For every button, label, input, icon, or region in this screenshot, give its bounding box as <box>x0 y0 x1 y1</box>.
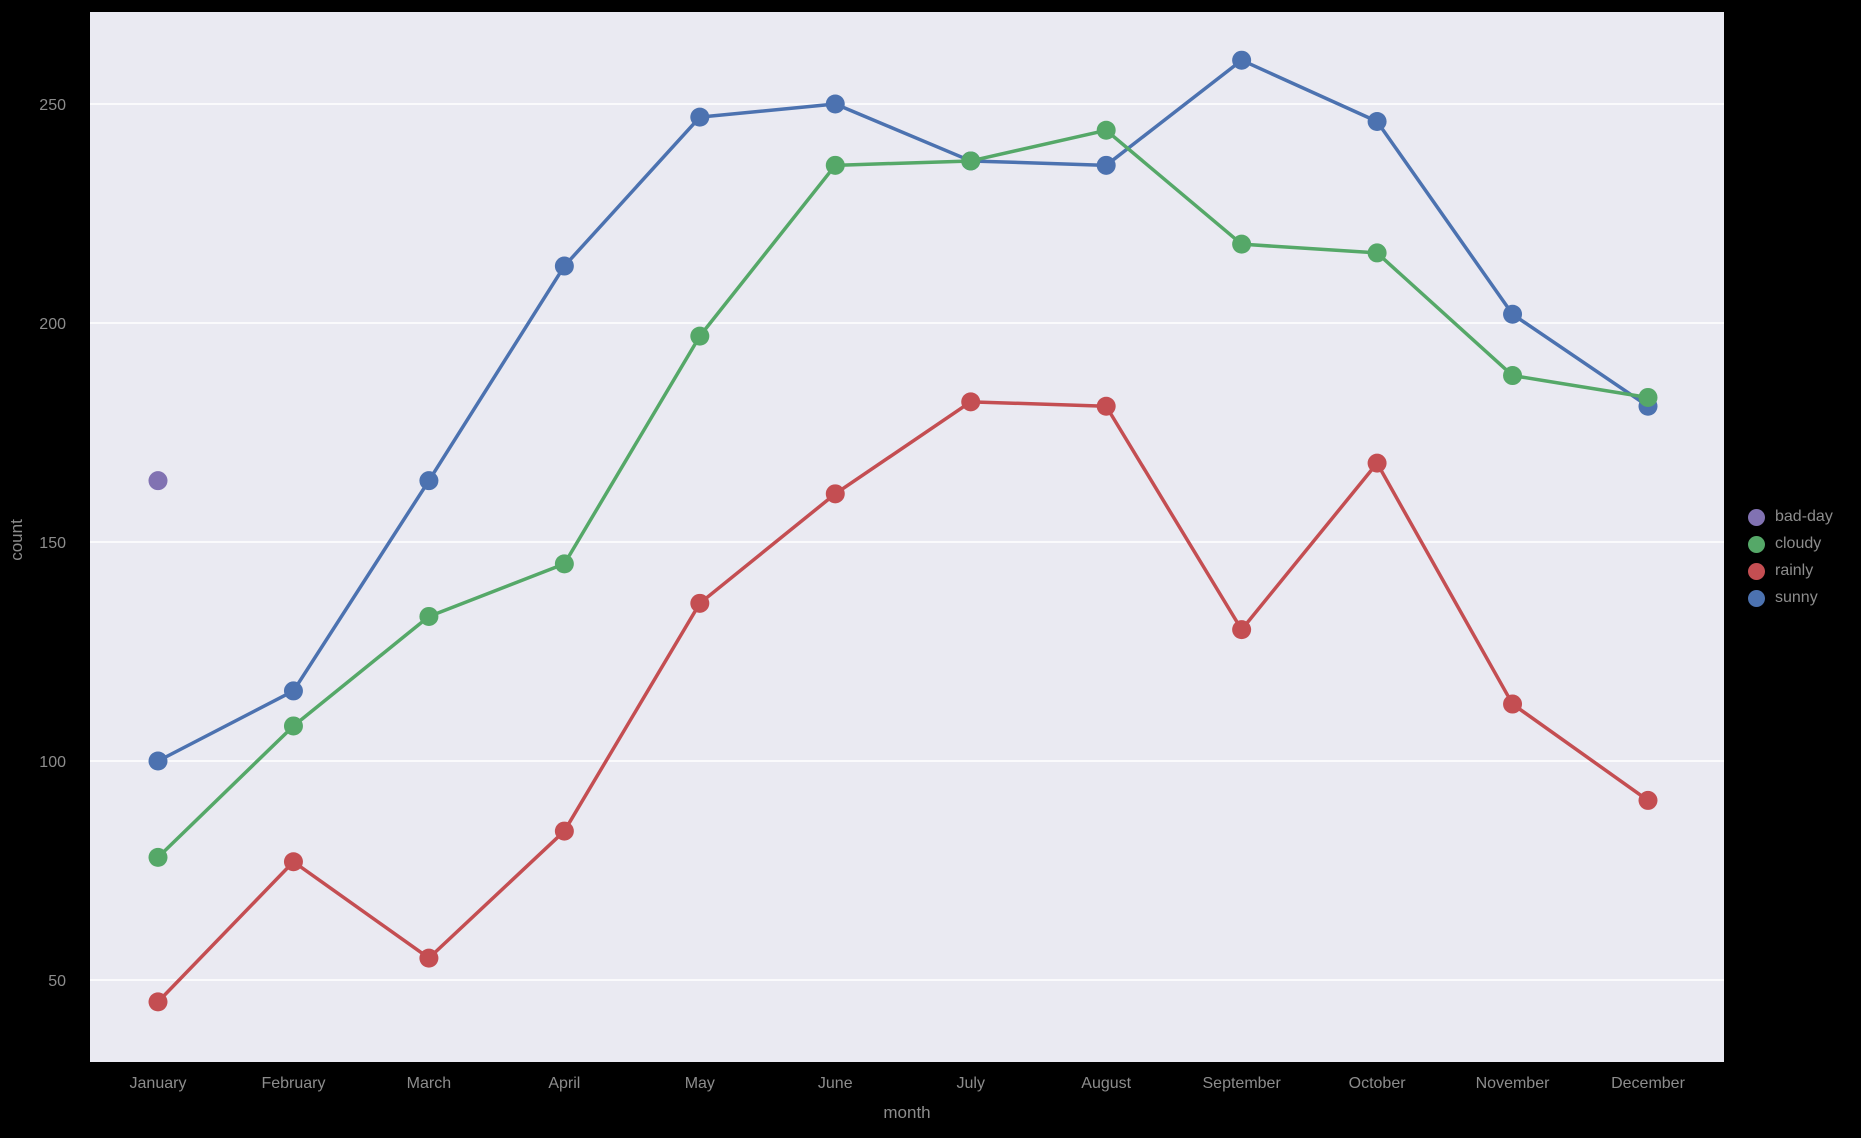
marker-rainly-march <box>419 948 439 968</box>
marker-cloudy-may <box>690 326 710 346</box>
y-axis-label: count <box>7 519 26 561</box>
y-tick-label-200: 200 <box>39 316 66 333</box>
marker-cloudy-october <box>1367 243 1387 263</box>
legend-marker-rainly-icon <box>1748 562 1765 580</box>
x-tick-label-june: June <box>818 1075 853 1092</box>
legend: bad-day cloudy rainly sunny <box>1748 508 1833 607</box>
marker-sunny-february <box>283 681 303 701</box>
marker-rainly-january <box>148 992 168 1012</box>
legend-label-cloudy: cloudy <box>1775 535 1822 552</box>
marker-sunny-june <box>825 94 845 114</box>
y-tick-label-250: 250 <box>39 97 66 114</box>
x-tick-label-september: September <box>1203 1075 1282 1092</box>
x-tick-label-april: April <box>548 1075 580 1092</box>
marker-sunny-january <box>148 751 168 771</box>
y-tick-label-50: 50 <box>48 973 66 990</box>
marker-sunny-november <box>1503 304 1523 324</box>
y-tick-label-100: 100 <box>39 754 66 771</box>
legend-item-rainly: rainly <box>1748 562 1833 580</box>
marker-sunny-august <box>1096 155 1116 175</box>
legend-item-cloudy: cloudy <box>1748 535 1833 553</box>
marker-rainly-october <box>1367 453 1387 473</box>
marker-rainly-july <box>961 392 981 412</box>
marker-sunny-may <box>690 107 710 127</box>
x-axis-label: month <box>883 1103 930 1122</box>
plot-area <box>90 12 1724 1062</box>
legend-item-sunny: sunny <box>1748 589 1833 607</box>
legend-label-sunny: sunny <box>1775 589 1818 606</box>
marker-cloudy-july <box>961 151 981 171</box>
marker-cloudy-february <box>283 716 303 736</box>
series-line-sunny <box>156 58 1650 763</box>
marker-cloudy-august <box>1096 120 1116 140</box>
marker-cloudy-december <box>1638 387 1658 407</box>
marker-rainly-december <box>1638 790 1658 810</box>
x-tick-label-august: August <box>1081 1075 1131 1092</box>
marker-rainly-may <box>690 593 710 613</box>
legend-marker-cloudy-icon <box>1748 535 1765 553</box>
marker-sunny-april <box>554 256 574 276</box>
marker-cloudy-november <box>1503 366 1523 386</box>
x-tick-label-july: July <box>957 1075 985 1092</box>
marker-rainly-february <box>283 852 303 872</box>
series-line-cloudy <box>156 128 1650 860</box>
series-line-rainly <box>156 400 1650 1004</box>
legend-item-bad-day: bad-day <box>1748 508 1833 526</box>
marker-rainly-june <box>825 484 845 504</box>
marker-rainly-november <box>1503 694 1523 714</box>
x-tick-label-october: October <box>1349 1075 1407 1092</box>
marker-bad-day <box>148 471 168 491</box>
x-tick-label-february: February <box>261 1075 325 1092</box>
marker-rainly-august <box>1096 396 1116 416</box>
marker-rainly-september <box>1232 620 1252 640</box>
legend-label-bad-day: bad-day <box>1775 508 1833 525</box>
marker-cloudy-january <box>148 847 168 867</box>
y-tick-label-150: 150 <box>39 535 66 552</box>
x-tick-label-march: March <box>407 1075 451 1092</box>
legend-marker-sunny-icon <box>1748 589 1765 607</box>
marker-cloudy-september <box>1232 234 1252 254</box>
x-tick-label-november: November <box>1476 1075 1550 1092</box>
legend-label-rainly: rainly <box>1775 562 1814 579</box>
marker-rainly-april <box>554 821 574 841</box>
marker-cloudy-march <box>419 606 439 626</box>
marker-sunny-march <box>419 471 439 491</box>
x-tick-label-january: January <box>130 1075 187 1092</box>
x-tick-label-may: May <box>685 1075 715 1092</box>
marker-sunny-october <box>1367 112 1387 132</box>
marker-cloudy-june <box>825 155 845 175</box>
x-tick-label-december: December <box>1611 1075 1685 1092</box>
marker-sunny-september <box>1232 50 1252 70</box>
marker-cloudy-april <box>554 554 574 574</box>
legend-marker-bad-day-icon <box>1748 508 1765 526</box>
